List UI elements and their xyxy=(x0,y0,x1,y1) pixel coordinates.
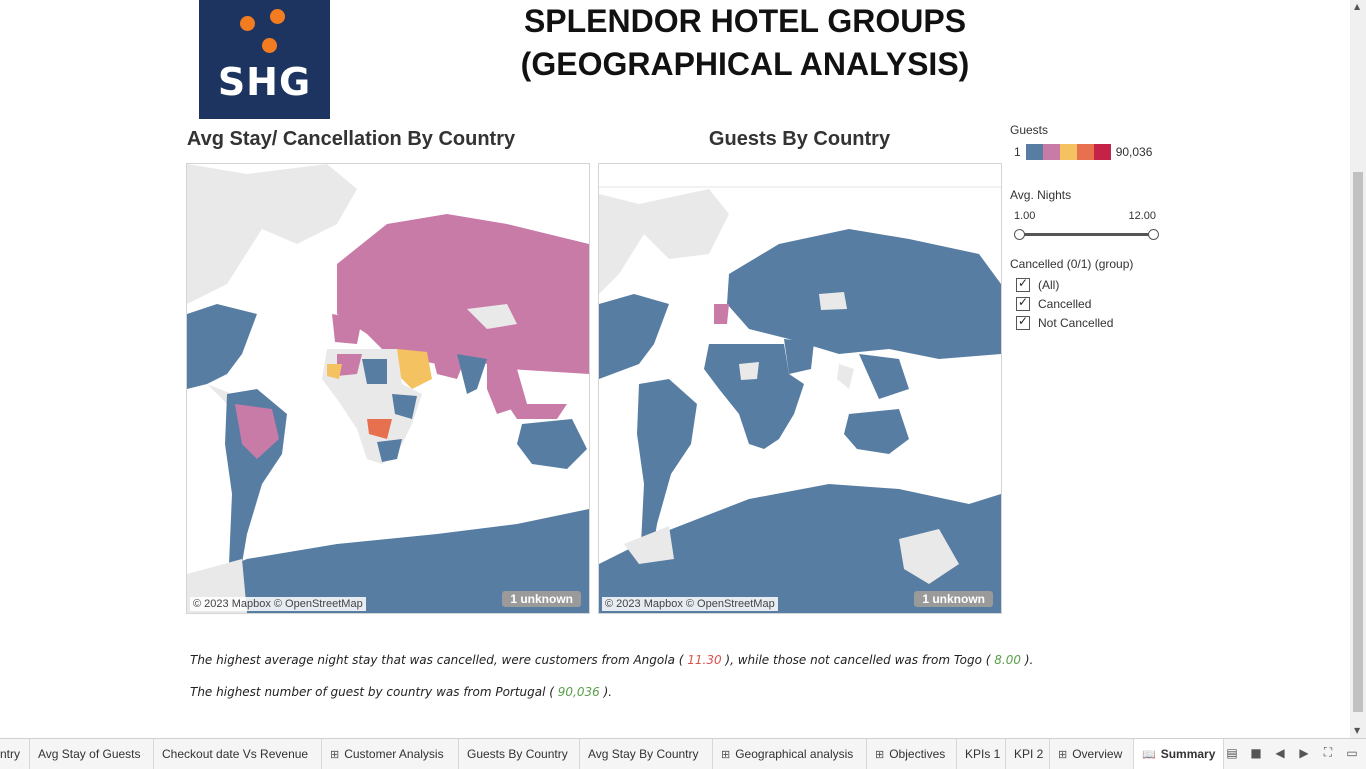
guests-color-legend[interactable]: 1 90,036 xyxy=(1014,143,1152,161)
map-title-guests: Guests By Country xyxy=(708,128,891,150)
scroll-down-icon[interactable]: ▼ xyxy=(1354,726,1361,735)
tab-objectives[interactable]: ⊞ Objectives xyxy=(867,739,957,769)
scrollbar-thumb[interactable] xyxy=(1353,172,1363,712)
checkbox[interactable] xyxy=(1016,314,1030,330)
avg-nights-slider-min-handle[interactable] xyxy=(1014,229,1025,240)
sheet-navigation: ▤ ■ ◀ ▶ ⛶ ▭ xyxy=(1224,745,1360,760)
presentation-icon[interactable]: ▭ xyxy=(1346,745,1358,760)
tab-avg-stay-of-guests[interactable]: Avg Stay of Guests xyxy=(30,739,154,769)
tab-kpis-1[interactable]: KPIs 1 xyxy=(957,739,1006,769)
tab-country[interactable]: ntry xyxy=(0,739,30,769)
fullscreen-icon[interactable]: ⛶ xyxy=(1323,745,1333,759)
filter-option-not-cancelled[interactable]: Not Cancelled xyxy=(1016,314,1113,330)
avg-nights-title: Avg. Nights xyxy=(1010,188,1072,202)
sheet-tab-bar: ntry Avg Stay of Guests Checkout date Vs… xyxy=(0,738,1366,769)
avg-nights-slider-max-handle[interactable] xyxy=(1148,229,1159,240)
tab-geographical-analysis[interactable]: ⊞ Geographical analysis xyxy=(713,739,867,769)
checkbox[interactable] xyxy=(1016,276,1030,292)
dashboard-icon: ⊞ xyxy=(330,748,340,761)
filter-option-all[interactable]: (All) xyxy=(1016,276,1059,292)
scroll-up-icon[interactable]: ▲ xyxy=(1354,2,1361,11)
color-gradient xyxy=(1025,144,1111,160)
tab-guests-by-country[interactable]: Guests By Country xyxy=(459,739,580,769)
dashboard-icon: ⊞ xyxy=(1058,748,1068,761)
guests-legend-max: 90,036 xyxy=(1115,145,1153,159)
page-title: SPLENDOR HOTEL GROUPS (GEOGRAPHICAL ANAL… xyxy=(520,3,970,82)
guests-by-country-map[interactable]: © 2023 Mapbox © OpenStreetMap 1 unknown xyxy=(598,163,1002,614)
logo-text: SHG xyxy=(217,60,312,104)
avg-nights-slider-track[interactable] xyxy=(1018,233,1154,236)
shg-logo: SHG xyxy=(199,0,330,119)
tab-kpi-2[interactable]: KPI 2 xyxy=(1006,739,1050,769)
tab-overview[interactable]: ⊞ Overview xyxy=(1050,739,1134,769)
summary-note-1: The highest average night stay that was … xyxy=(190,653,1034,667)
unknown-indicator[interactable]: 1 unknown xyxy=(914,591,993,607)
guests-legend-min: 1 xyxy=(1014,145,1021,159)
show-tabs-icon[interactable]: ■ xyxy=(1250,745,1262,760)
avg-nights-max: 12.00 xyxy=(1128,210,1156,222)
logo-dot xyxy=(270,9,285,24)
show-filmstrip-icon[interactable]: ▤ xyxy=(1226,745,1238,760)
dashboard-icon: ⊞ xyxy=(875,748,885,761)
dashboard-icon: ⊞ xyxy=(721,748,731,761)
togo-value: 8.00 xyxy=(994,653,1022,667)
logo-dot xyxy=(240,16,255,31)
avg-nights-min: 1.00 xyxy=(1014,210,1036,222)
next-sheet-icon[interactable]: ▶ xyxy=(1299,745,1309,760)
tab-checkout-vs-revenue[interactable]: Checkout date Vs Revenue xyxy=(154,739,322,769)
prev-sheet-icon[interactable]: ◀ xyxy=(1275,745,1285,760)
guests-legend-title: Guests xyxy=(1010,123,1049,137)
tab-summary[interactable]: 📖 Summary xyxy=(1134,739,1224,769)
tab-customer-analysis[interactable]: ⊞ Customer Analysis xyxy=(322,739,459,769)
logo-dot xyxy=(262,38,277,53)
map-attribution: © 2023 Mapbox © OpenStreetMap xyxy=(602,597,778,611)
story-book-icon: 📖 xyxy=(1142,748,1156,761)
unknown-indicator[interactable]: 1 unknown xyxy=(502,591,581,607)
summary-note-2: The highest number of guest by country w… xyxy=(190,685,613,699)
map-canvas xyxy=(187,164,589,613)
map-canvas xyxy=(599,164,1001,613)
tab-avg-stay-by-country[interactable]: Avg Stay By Country xyxy=(580,739,713,769)
portugal-value: 90,036 xyxy=(557,685,600,699)
checkbox[interactable] xyxy=(1016,295,1030,311)
avg-nights-range: 1.00 12.00 xyxy=(1014,210,1156,222)
vertical-scrollbar[interactable]: ▲ ▼ xyxy=(1350,0,1366,738)
map-title-avg-stay: Avg Stay/ Cancellation By Country xyxy=(186,128,516,150)
filter-option-cancelled[interactable]: Cancelled xyxy=(1016,295,1091,311)
map-attribution: © 2023 Mapbox © OpenStreetMap xyxy=(190,597,366,611)
avg-stay-cancellation-map[interactable]: © 2023 Mapbox © OpenStreetMap 1 unknown xyxy=(186,163,590,614)
cancelled-filter-title: Cancelled (0/1) (group) xyxy=(1010,257,1134,271)
angola-value: 11.30 xyxy=(687,653,722,667)
